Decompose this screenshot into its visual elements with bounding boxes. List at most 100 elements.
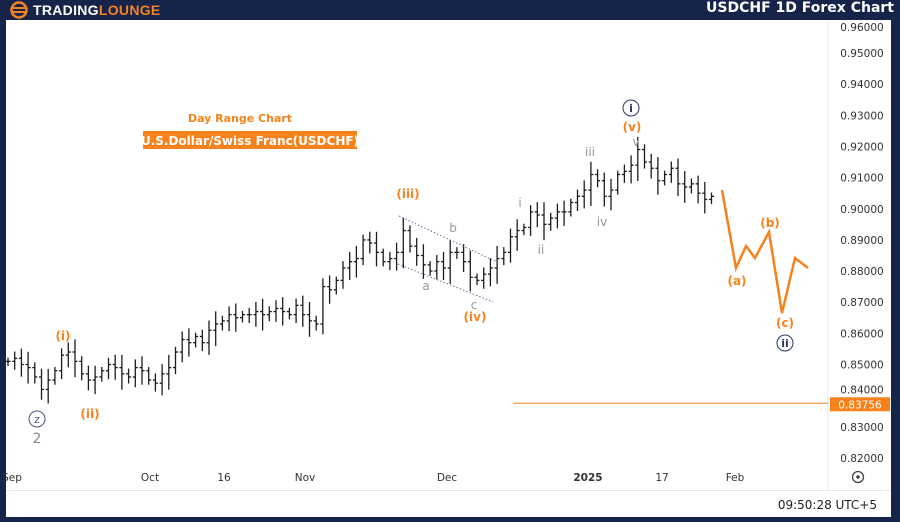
ohlc-bars [5,136,714,404]
ohlc-bar [420,244,426,279]
ohlc-bar [293,298,299,324]
logo-text-trading: TRADING [33,2,99,18]
logo-text-lounge: LOUNGE [98,2,161,18]
ohlc-bar [595,169,601,188]
price-tick: 0.94000 [840,79,883,91]
settings-icon[interactable] [851,470,865,484]
ohlc-bar [662,170,668,186]
wave-label-c: c [471,298,478,312]
ohlc-bar [25,351,31,384]
ohlc-bar [394,242,400,271]
ohlc-bar [12,351,18,370]
wave-circle-ii [776,334,794,352]
ohlc-bar [528,205,534,236]
ohlc-bar [702,181,708,214]
ohlc-bar [655,157,661,195]
ohlc-bar [642,144,647,169]
ohlc-bar [360,234,366,266]
ohlc-bar [709,192,714,205]
price-axis[interactable]: 0.96000 0.95000 0.94000 0.93000 0.92000 0.910… [840,22,883,465]
header-bar: TRADINGLOUNGE USDCHF 1D Forex Chart [0,0,900,20]
ohlc-bar [45,368,51,404]
ohlc-bar [92,365,98,395]
wave-label-iii: iii [585,145,595,159]
level-value: 0.83756 [838,399,882,411]
ohlc-bar [514,219,520,251]
ohlc-bar [166,354,172,390]
ohlc-bar [179,331,185,363]
instrument-badge [143,131,357,149]
wave-label-i-circle: i [629,102,633,115]
wave-label-a-projected: (a) [727,274,746,288]
logo-icon [10,1,28,19]
ohlc-bar [400,217,406,269]
wave-label-i: i [518,196,521,210]
wave-label-a: a [422,279,429,293]
ohlc-bar [695,175,701,204]
instrument-label: U.S.Dollar/Swiss Franc(USDCHF) [141,134,359,148]
ohlc-bar [99,366,105,382]
ohlc-bar [320,278,326,335]
time-axis[interactable]: Sep Oct 16 Nov Dec 2025 17 Feb [2,472,745,484]
ohlc-bar [581,180,587,209]
ohlc-bar [407,225,413,253]
ohlc-bar [260,298,266,331]
ohlc-bar [561,200,567,226]
ohlc-bar [548,212,554,231]
wave-circle-z [28,410,46,428]
time-tick: Nov [295,472,316,484]
ohlc-bar [554,203,560,229]
ohlc-bar [266,306,272,322]
price-tick: 0.82000 [840,453,883,465]
ohlc-bar [159,364,165,396]
time-tick: Sep [2,472,22,484]
ohlc-bar [541,202,547,241]
ohlc-bar [575,189,580,211]
ohlc-bar [132,359,138,388]
ohlc-bar [675,158,681,196]
ohlc-bar [501,247,507,266]
ohlc-bar [193,332,199,348]
status-bar: 09:50:28 UTC+5 [6,490,891,518]
wave-label-ii: ii [538,243,545,257]
ohlc-bar [427,261,433,276]
ohlc-bar [467,250,473,292]
ohlc-bar [206,320,212,355]
price-tick: 0.88000 [840,266,883,278]
ohlc-bar [588,161,594,206]
wave-label-iv: iv [597,215,607,229]
ohlc-bar [112,354,118,380]
ohlc-bar [59,348,65,380]
ohlc-bar [374,231,379,267]
ohlc-bar [340,261,346,289]
time-tick: 16 [217,472,231,484]
ohlc-bar [5,357,11,367]
projection-path [720,189,809,314]
time-tick: Oct [141,472,159,484]
ohlc-bar [508,228,513,263]
price-tick: 0.86000 [840,328,883,340]
price-tick: 0.83000 [840,422,883,434]
wave-circle-i [622,99,640,117]
level-badge [830,397,890,412]
ohlc-bar [441,251,446,281]
wave-label-v-orange: (v) [623,120,642,134]
wave-label-i-orange: (i) [55,329,70,343]
wave-label-iv-orange: (iv) [464,310,487,324]
ohlc-bar [474,273,480,286]
channel-lower-line [397,263,494,303]
ohlc-bar [621,164,627,183]
ohlc-bar [494,245,500,284]
ohlc-bar [300,295,306,327]
wave-label-ii-orange: (ii) [80,407,99,421]
ohlc-bar [521,223,527,236]
ohlc-bar [233,303,239,332]
ohlc-bar [347,251,353,281]
ohlc-bar [668,161,674,183]
ohlc-bar [333,276,339,295]
clock: 09:50:28 UTC+5 [777,498,877,512]
time-tick: Feb [726,472,745,484]
ohlc-bar [173,346,178,375]
ohlc-bar [414,237,420,266]
